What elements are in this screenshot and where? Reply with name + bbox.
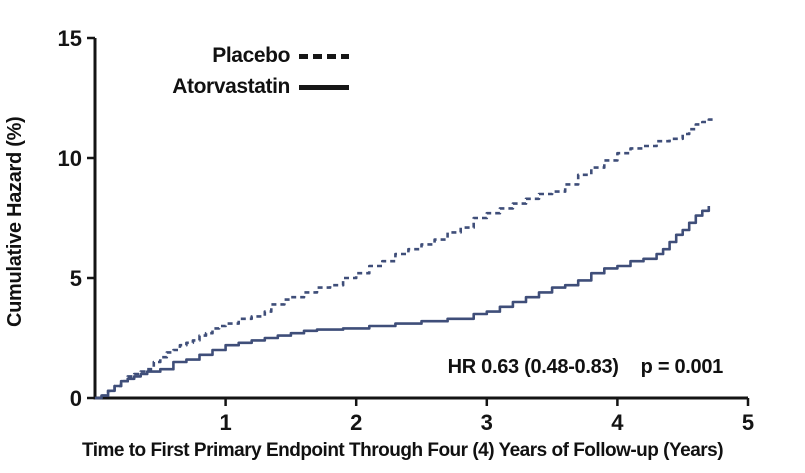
legend-dashed-line-swatch <box>299 53 349 59</box>
x-tick-label: 2 <box>350 410 362 435</box>
y-axis-label: Cumulative Hazard (%) <box>4 116 26 328</box>
legend-label-atorvastatin: Atorvastatin <box>172 75 290 98</box>
legend-item-placebo: Placebo <box>162 44 349 68</box>
y-tick-label: 0 <box>70 386 82 411</box>
y-tick-label: 15 <box>58 26 82 51</box>
stats-annotation: HR 0.63 (0.48-0.83) p = 0.001 <box>447 356 724 379</box>
legend: Placebo Atorvastatin <box>162 44 349 99</box>
x-axis-label: Time to First Primary Endpoint Through F… <box>81 440 724 461</box>
x-tick-label: 3 <box>481 410 493 435</box>
series-atorvastatin-curve <box>95 206 711 400</box>
legend-label-placebo: Placebo <box>212 44 290 67</box>
x-tick-label: 4 <box>611 410 624 435</box>
hazard-ratio-text: HR 0.63 (0.48-0.83) <box>447 356 619 378</box>
x-tick-label: 1 <box>219 410 231 435</box>
x-tick-label: 5 <box>742 410 754 435</box>
legend-item-atorvastatin: Atorvastatin <box>162 75 349 99</box>
legend-solid-line-swatch <box>299 84 349 90</box>
y-tick-label: 10 <box>58 146 82 171</box>
p-value-text: p = 0.001 <box>640 356 724 378</box>
series-placebo-curve <box>95 118 716 400</box>
y-tick-label: 5 <box>70 266 82 291</box>
